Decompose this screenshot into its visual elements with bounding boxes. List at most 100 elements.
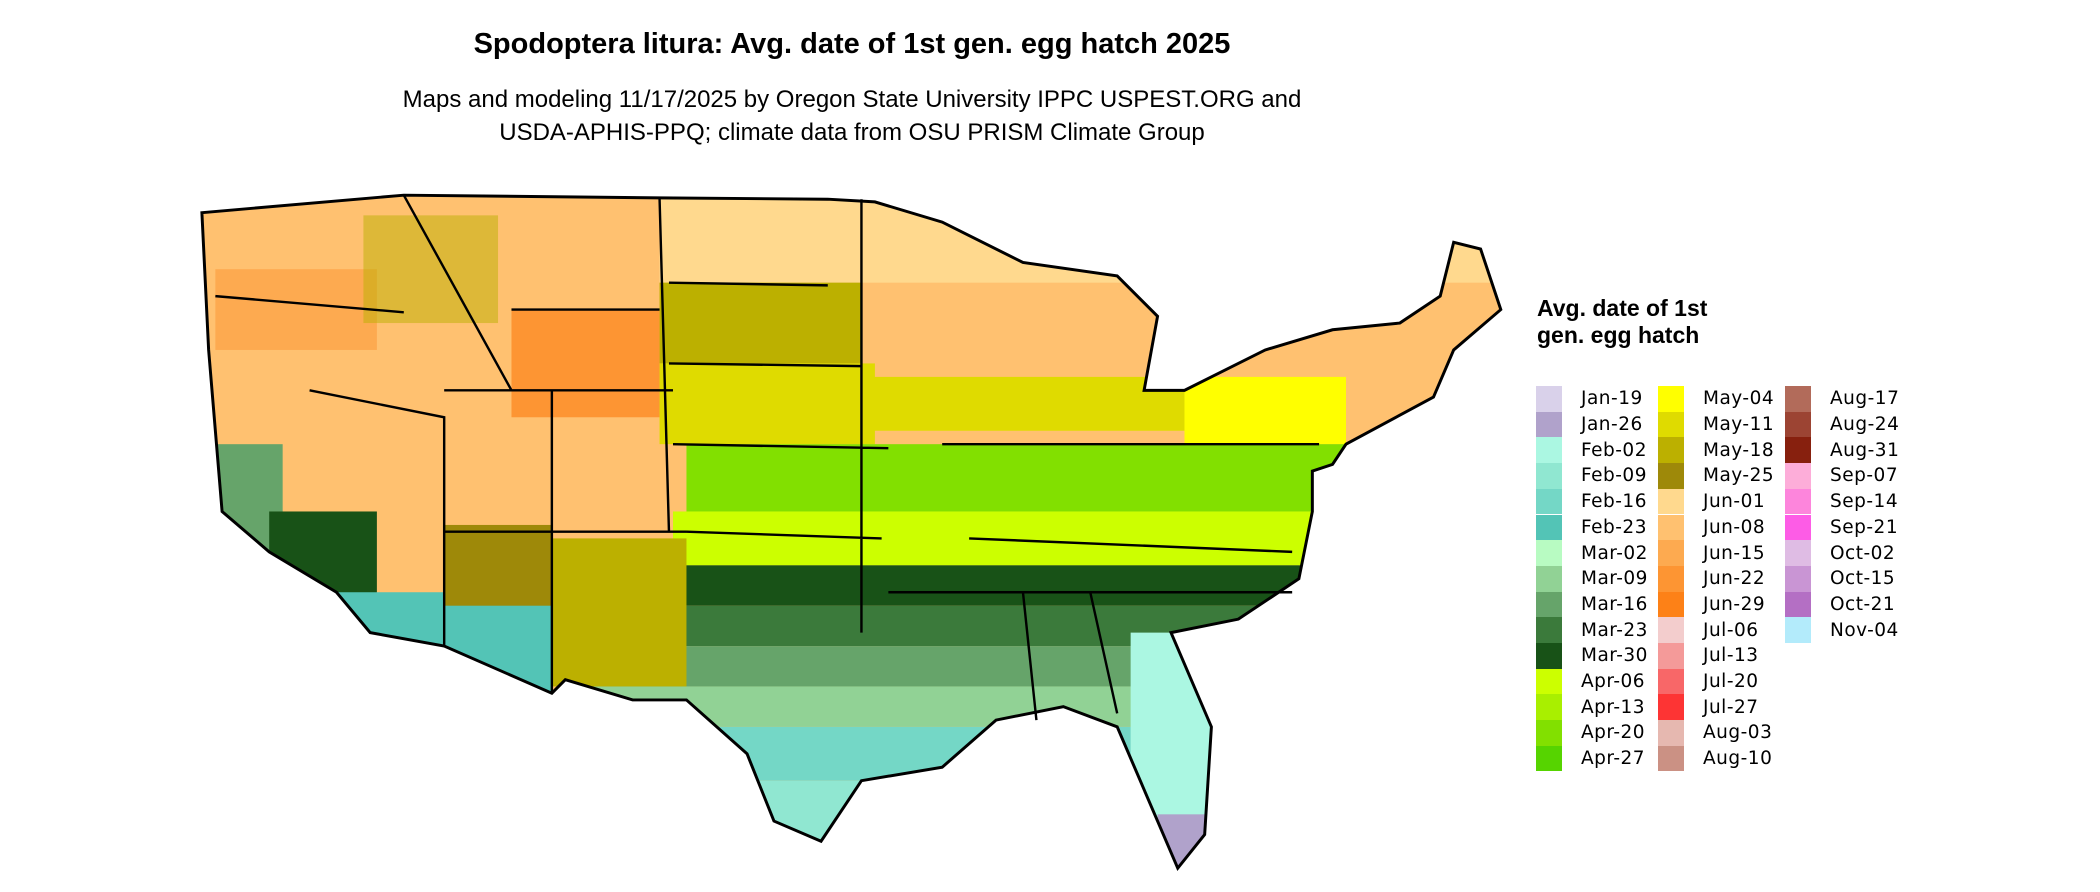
legend-label: Jun-29 [1703, 593, 1766, 615]
legend-item: Jul-13 [1658, 643, 1759, 669]
legend-label: Mar-30 [1581, 645, 1648, 667]
legend-item: Feb-02 [1536, 437, 1647, 464]
legend-label: Oct-21 [1830, 593, 1896, 615]
legend-swatch [1658, 463, 1684, 489]
legend-swatch [1785, 386, 1811, 412]
legend-swatch [1785, 488, 1811, 515]
legend-swatch [1536, 488, 1562, 515]
legend-item: Apr-20 [1536, 720, 1645, 746]
legend-item: Mar-16 [1536, 591, 1648, 618]
legend-item: Sep-21 [1785, 514, 1899, 541]
legend-label: Sep-14 [1830, 491, 1899, 513]
legend-label: Jul-13 [1703, 645, 1759, 667]
legend-label: Mar-02 [1581, 542, 1648, 564]
legend-swatch [1658, 514, 1684, 541]
legend-item: Feb-09 [1536, 463, 1647, 489]
legend-label: Nov-04 [1830, 619, 1899, 641]
legend-swatch [1785, 617, 1811, 643]
legend-item: Sep-07 [1785, 463, 1898, 489]
legend-swatch [1785, 437, 1811, 464]
legend-item: Jun-22 [1658, 565, 1766, 592]
legend-swatch [1536, 565, 1562, 592]
legend-swatch [1658, 720, 1684, 746]
legend-swatch [1536, 386, 1562, 412]
legend-item: Nov-04 [1785, 617, 1899, 643]
legend-item: Aug-10 [1658, 745, 1772, 772]
legend-swatch [1785, 565, 1811, 592]
legend-item: Feb-16 [1536, 488, 1647, 515]
map-title: Spodoptera litura: Avg. date of 1st gen.… [473, 28, 1231, 60]
legend-item: Aug-24 [1785, 411, 1900, 438]
legend-label: Aug-17 [1830, 388, 1900, 410]
legend-item: Jul-06 [1658, 617, 1759, 643]
legend-swatch [1658, 591, 1684, 618]
legend-swatch [1658, 694, 1684, 721]
legend-item: Oct-15 [1785, 565, 1896, 592]
legend-label: Jul-06 [1703, 619, 1759, 641]
legend-swatch [1536, 540, 1562, 566]
legend-item: Jul-27 [1658, 694, 1759, 721]
legend-item: Jan-26 [1536, 411, 1643, 438]
legend-label: Aug-03 [1703, 722, 1773, 744]
legend-swatch [1658, 668, 1684, 695]
legend-swatch [1658, 411, 1684, 438]
legend-label: Jan-26 [1581, 414, 1643, 436]
legend-item: Jul-20 [1658, 668, 1759, 695]
legend-item: Aug-17 [1785, 386, 1899, 412]
legend-label: May-25 [1703, 465, 1775, 487]
legend-swatch [1785, 514, 1811, 541]
legend-swatch [1536, 411, 1562, 438]
legend-item: Sep-14 [1785, 488, 1899, 515]
legend-item: Aug-03 [1658, 720, 1772, 746]
map-subtitle-line-2: USDA-APHIS-PPQ; climate data from OSU PR… [499, 119, 1205, 146]
legend-swatch [1536, 643, 1562, 669]
legend-item: Mar-30 [1536, 643, 1648, 669]
legend-swatch [1658, 540, 1684, 566]
legend-label: Sep-21 [1830, 516, 1899, 538]
legend-label: Sep-07 [1830, 465, 1899, 487]
legend-item: Mar-09 [1536, 565, 1648, 592]
legend-item: Apr-13 [1536, 694, 1646, 721]
legend-swatch [1536, 437, 1562, 464]
legend-label: Apr-06 [1581, 671, 1646, 693]
legend-label: May-18 [1703, 439, 1775, 461]
legend-item: Mar-02 [1536, 540, 1648, 566]
legend-label: May-11 [1703, 414, 1775, 436]
legend-label: Mar-23 [1581, 619, 1648, 641]
legend-item: May-11 [1658, 411, 1775, 438]
legend-swatch [1536, 591, 1562, 618]
legend-item: Jan-19 [1536, 386, 1643, 412]
legend-label: Oct-02 [1830, 542, 1896, 564]
legend-item: Oct-21 [1785, 591, 1896, 618]
legend-label: Aug-24 [1830, 414, 1900, 436]
legend-label: Apr-13 [1581, 696, 1646, 718]
legend-swatch [1536, 617, 1562, 643]
legend-swatch [1658, 565, 1684, 592]
legend-label: Feb-23 [1581, 516, 1647, 538]
legend-swatch [1785, 411, 1811, 438]
legend-item: Oct-02 [1785, 540, 1895, 566]
legend-swatch [1536, 514, 1562, 541]
legend-label: Jun-22 [1703, 568, 1766, 590]
legend-item: Apr-27 [1536, 745, 1646, 772]
legend-label: Oct-15 [1830, 568, 1896, 590]
legend-swatch [1658, 488, 1684, 515]
legend-item: Jun-01 [1658, 488, 1766, 515]
legend-label: Jun-01 [1703, 491, 1766, 513]
legend-swatch [1536, 694, 1562, 721]
legend-swatch [1658, 643, 1684, 669]
legend-label: Feb-09 [1581, 465, 1647, 487]
map-subtitle-line-1: Maps and modeling 11/17/2025 by Oregon S… [402, 86, 1302, 113]
legend-label: Jul-20 [1703, 671, 1759, 693]
legend-item: Apr-06 [1536, 668, 1646, 695]
legend-item: May-18 [1658, 437, 1775, 464]
legend-swatch [1536, 745, 1562, 772]
legend-label: Jan-19 [1581, 388, 1643, 410]
legend-label: Jun-15 [1703, 542, 1766, 564]
legend-label: Apr-27 [1581, 748, 1646, 770]
legend-label: May-04 [1703, 388, 1775, 410]
legend-swatch [1785, 591, 1811, 618]
legend-label: Jun-08 [1703, 516, 1766, 538]
legend-item: May-25 [1658, 463, 1774, 489]
